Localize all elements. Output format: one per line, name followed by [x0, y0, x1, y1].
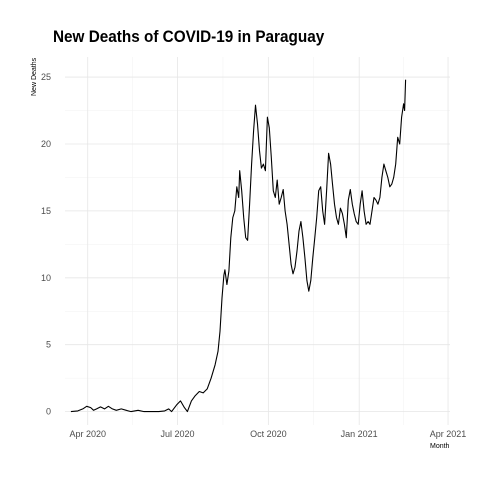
y-tick-label: 25 [41, 72, 51, 82]
x-tick-label: Jul 2020 [161, 429, 195, 439]
x-tick-label: Oct 2020 [250, 429, 287, 439]
y-axis-title: New Deaths [31, 57, 38, 96]
y-tick-label: 5 [46, 340, 51, 350]
minor-gridlines [65, 57, 450, 425]
x-tick-label: Apr 2021 [430, 429, 467, 439]
x-tick-label: Apr 2020 [69, 429, 106, 439]
major-gridlines [65, 57, 450, 425]
series-layer [70, 79, 407, 413]
x-tick-labels: Apr 2020 Jul 2020 Oct 2020 Jan 2021 Apr 2021 [69, 429, 466, 439]
x-tick-label: Jan 2021 [341, 429, 378, 439]
y-tick-label: 15 [41, 206, 51, 216]
series-line [70, 79, 407, 413]
chart-title: New Deaths of COVID-19 in Paraguay [53, 27, 325, 46]
x-axis-title: Month [430, 443, 450, 450]
y-tick-label: 10 [41, 273, 51, 283]
y-tick-label: 20 [41, 139, 51, 149]
y-tick-label: 0 [46, 407, 51, 417]
y-tick-labels: 0 5 10 15 20 25 [41, 72, 51, 417]
